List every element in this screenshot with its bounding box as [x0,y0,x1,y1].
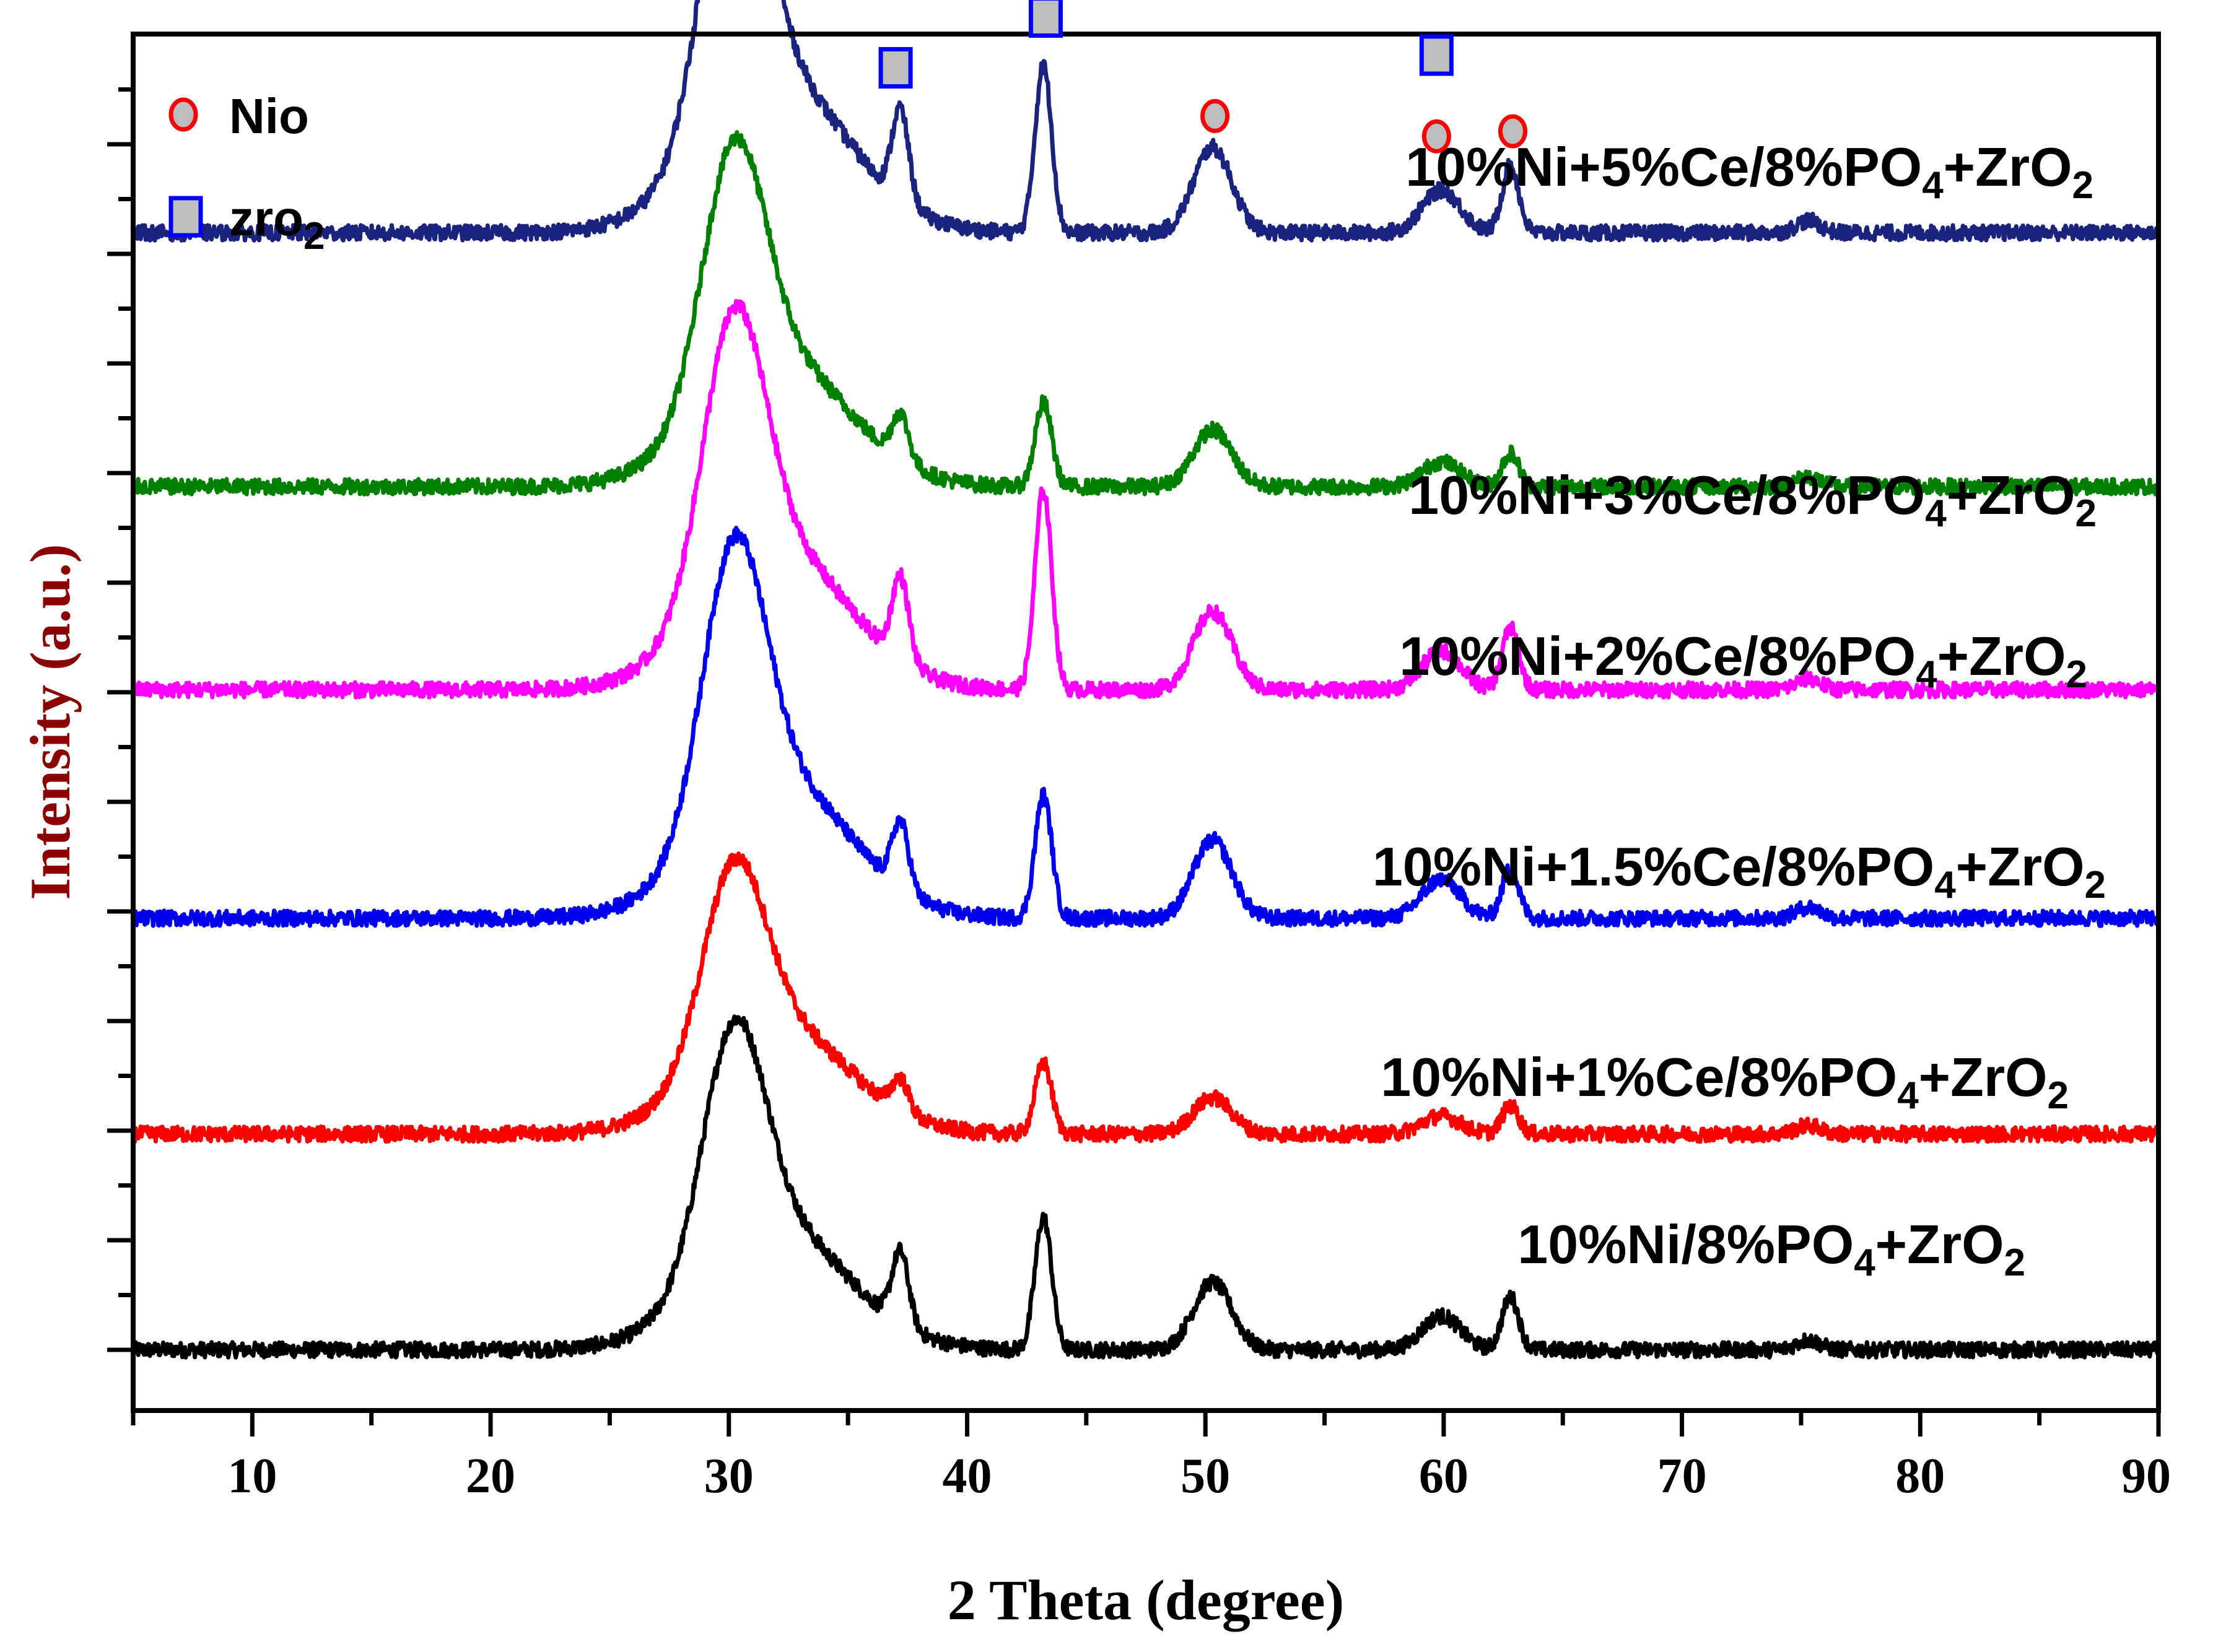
series-label-2: 10%Ni+1.5%Ce/8%PO4+ZrO2 [1373,836,2106,906]
markers-layer [878,0,1527,154]
zro2-peak-marker [878,47,913,89]
labels-layer: 10%Ni/8%PO4+ZrO2 10%Ni+1%Ce/8%PO4+ZrO2 10%… [1373,136,2106,1284]
x-tick-label: 50 [1181,1449,1230,1503]
nio-peak-marker [1498,114,1527,149]
nio-peak-marker [1200,98,1230,133]
legend-zro2-symbol [168,196,203,238]
y-axis-title: Intensity (a.u.) [19,544,82,900]
plot-layer [131,0,2160,1360]
x-tick-label: 70 [1657,1449,1707,1503]
x-tick-label: 30 [704,1449,754,1503]
legend-label-1: zro2 [229,191,325,258]
zro2-peak-marker [1419,34,1454,76]
series-line-3 [131,298,2160,700]
x-tick-label: 40 [942,1449,992,1503]
series-line-2 [131,526,2160,928]
series-label-1: 10%Ni+1%Ce/8%PO4+ZrO2 [1381,1046,2069,1117]
x-tick-label: 80 [1895,1449,1945,1503]
legend-label-0: Nio [229,89,309,144]
ticks-layer: 10 20 30 40 50 60 70 80 90 [107,87,2171,1503]
series-line-0 [131,1014,2160,1360]
series-line-4 [131,130,2160,497]
x-tick-label: 60 [1419,1449,1469,1503]
x-tick-label: 20 [466,1449,515,1503]
series-label-0: 10%Ni/8%PO4+ZrO2 [1517,1214,2025,1284]
series-label-5: 10%Ni+5%Ce/8%PO4+ZrO2 [1405,136,2093,207]
series-line-5 [131,0,2160,243]
series-label-3: 10%Ni+2%Ce/8%PO4+ZrO2 [1399,625,2087,696]
plot-frame [131,32,2161,1413]
x-tick-label: 10 [227,1449,277,1503]
zro2-peak-marker [1028,0,1063,38]
series-label-4: 10%Ni+3%Ce/8%PO4+ZrO2 [1408,464,2097,535]
x-axis-title: 2 Theta (degree) [948,1568,1344,1632]
nio-peak-marker [1421,119,1451,154]
legend-nio-symbol [168,97,198,132]
x-tick-label: 90 [2121,1449,2171,1503]
legend: Nio zro2 [168,89,325,258]
series-line-1 [131,851,2160,1144]
